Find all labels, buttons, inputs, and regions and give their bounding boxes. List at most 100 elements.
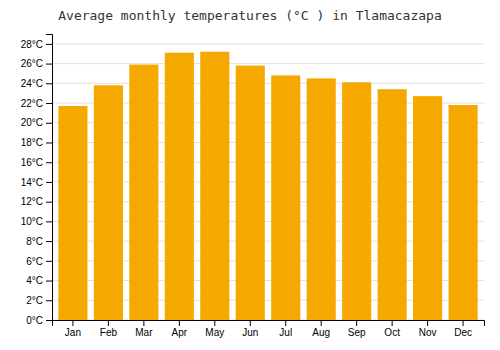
x-tick: Sep [348,320,366,338]
x-tick-label: May [205,327,224,338]
bar [200,52,229,320]
bar [413,96,442,320]
bar [307,78,336,320]
x-tick-mark [72,320,73,326]
y-axis: 0°C 2°C 4°C 6°C 8°C 10°C 12°C 14°C 16°C 18°C 20°C 2… [21,35,53,326]
x-tick-mark [108,320,109,326]
x-tick-mark [392,320,393,326]
chart: 0°C 2°C 4°C 6°C 8°C 10°C 12°C 14°C 16°C 18°C 20°C 2… [0,0,500,350]
y-tick-label: 6°C [26,256,43,267]
grid-line [52,43,484,44]
bar [236,66,265,320]
x-tick-mark [356,320,357,326]
bar [449,105,478,320]
x-tick: Nov [419,320,437,338]
title: Average monthly temperatures (°C ) in Tl… [58,8,442,23]
x-tick: Apr [172,320,188,338]
y-tick-mark [46,281,52,282]
y-tick: 12°C [21,196,52,207]
x-tick-label: Dec [454,327,472,338]
x-tick: Jun [242,320,258,338]
y-tick: 22°C [21,98,52,109]
y-tick-mark [46,261,52,262]
y-tick: 26°C [21,58,52,69]
bar [58,106,87,320]
x-tick-label: Jun [242,327,258,338]
y-tick-label: 12°C [21,196,43,207]
y-tick: 10°C [21,216,52,227]
grid-line [52,83,484,84]
y-tick-mark [46,182,52,183]
y-tick-label: 28°C [21,39,43,50]
x-tick: Aug [312,320,330,338]
y-tick: 2°C [26,295,52,306]
x-tick-mark [250,320,251,326]
x-axis: Jan Feb Mar Apr May Jun Jul Aug Sep Oct Nov Dec [53,320,485,338]
y-tick-mark [46,44,52,45]
x-tick-mark [143,320,144,326]
y-tick-label: 24°C [21,78,43,89]
bar [271,75,300,320]
x-tick-label: Apr [172,327,188,338]
y-tick-label: 18°C [21,137,43,148]
x-axis-line [53,321,485,327]
x-tick-label: Feb [100,327,118,338]
bar [378,89,407,320]
y-tick-mark [46,142,52,143]
y-tick: 0°C [26,315,52,326]
x-tick-label: Mar [135,327,153,338]
x-tick-label: Jan [65,327,81,338]
x-tick-label: Oct [384,327,400,338]
x-tick-mark [463,320,464,326]
x-tick-mark [214,320,215,326]
x-tick-mark [321,320,322,326]
y-tick: 18°C [21,137,52,148]
y-tick-label: 10°C [21,216,43,227]
grid [52,44,484,320]
y-axis-line [46,35,53,321]
y-tick-label: 0°C [26,315,43,326]
y-tick-label: 4°C [26,275,43,286]
x-tick-label: Jul [279,327,292,338]
y-tick-mark [46,83,52,84]
x-tick-label: Nov [419,327,437,338]
plot: 0°C 2°C 4°C 6°C 8°C 10°C 12°C 14°C 16°C 18°C 20°C 2… [21,35,485,339]
y-tick: 16°C [21,157,52,168]
y-tick-mark [46,241,52,242]
y-tick-label: 8°C [26,236,43,247]
x-tick: Jul [279,320,292,338]
bar [94,85,123,320]
bar [165,53,194,320]
y-tick: 4°C [26,275,52,286]
y-tick-mark [46,103,52,104]
y-tick-label: 20°C [21,117,43,128]
y-tick-label: 26°C [21,58,43,69]
x-tick-mark [179,320,180,326]
x-tick: Mar [135,320,153,338]
y-tick-mark [46,123,52,124]
y-tick-mark [46,64,52,65]
y-tick-mark [46,300,52,301]
y-tick: 24°C [21,78,52,89]
x-tick: Jan [65,320,81,338]
x-tick: Feb [100,320,118,338]
x-tick: Dec [454,320,472,338]
y-tick: 6°C [26,256,52,267]
bar [342,82,371,320]
bars [58,52,477,320]
x-tick: May [205,320,224,338]
y-tick-mark [46,162,52,163]
y-tick-label: 14°C [21,177,43,188]
x-tick: Oct [384,320,400,338]
x-tick-label: Sep [348,327,366,338]
y-tick-mark [46,202,52,203]
x-tick-mark [427,320,428,326]
x-tick-label: Aug [312,327,330,338]
x-tick-mark [285,320,286,326]
y-tick-label: 22°C [21,98,43,109]
y-tick-mark [46,320,52,321]
y-tick-label: 16°C [21,157,43,168]
y-tick-label: 2°C [26,295,43,306]
y-tick: 20°C [21,117,52,128]
y-tick: 14°C [21,177,52,188]
